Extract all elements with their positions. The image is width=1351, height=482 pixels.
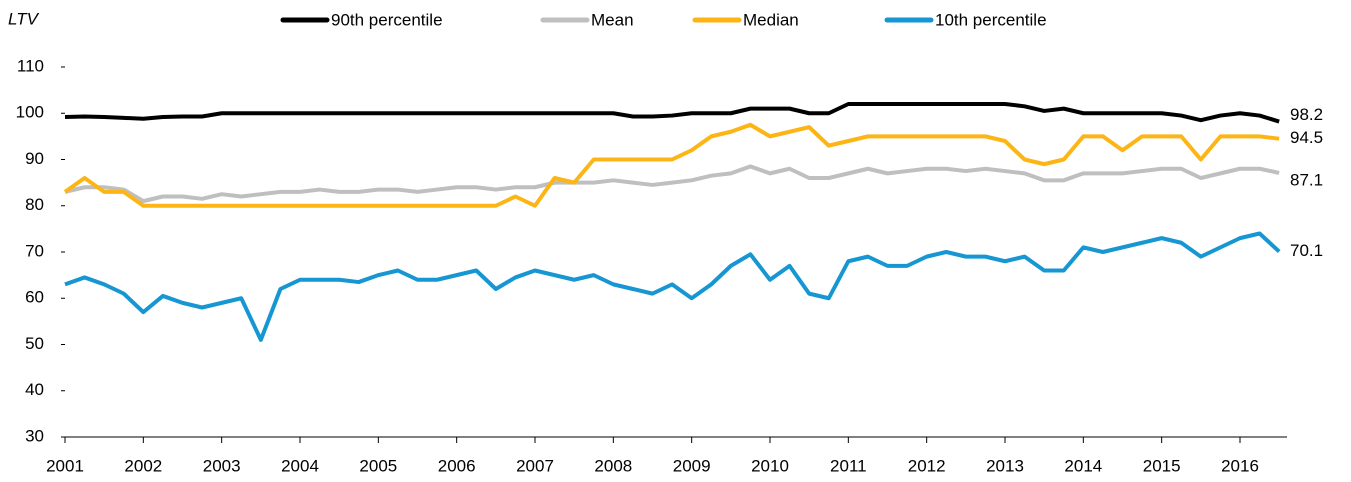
x-tick-label: 2006 [438,456,476,475]
legend-label: 10th percentile [935,10,1047,29]
x-tick-label: 2015 [1143,456,1181,475]
y-tick-label: 50 [25,334,44,353]
y-tick-label: 90 [25,149,44,168]
y-tick-label: 80 [25,195,44,214]
x-tick-label: 2013 [986,456,1024,475]
x-tick-label: 2012 [908,456,946,475]
end-label: 94.5 [1290,128,1323,147]
series-line [63,122,1280,208]
end-label: 87.1 [1290,170,1323,189]
series-line [64,102,1280,124]
y-tick-label: 100 [16,103,44,122]
legend-label: 90th percentile [331,10,443,29]
legend-label: Mean [591,10,634,29]
y-tick-label: 110 [17,56,44,75]
legend-label: Median [743,10,799,29]
x-tick-label: 2007 [516,456,554,475]
y-tick-label: 30 [25,426,44,445]
x-tick-label: 2001 [46,456,84,475]
end-label: 70.1 [1290,241,1323,260]
x-tick-label: 2003 [203,456,241,475]
x-tick-label: 2014 [1064,456,1102,475]
series-line [64,231,1281,342]
y-tick-label: 60 [25,288,44,307]
y-axis-label: LTV [8,9,40,28]
x-tick-label: 2005 [359,456,397,475]
x-tick-label: 2004 [281,456,319,475]
x-tick-label: 2011 [830,456,867,475]
x-tick-label: 2010 [751,456,789,475]
x-tick-label: 2008 [594,456,632,475]
y-tick-label: 40 [25,380,44,399]
end-label: 98.2 [1290,105,1323,124]
series-line [64,164,1280,204]
x-tick-label: 2009 [673,456,711,475]
y-tick-label: 70 [25,241,44,260]
x-tick-label: 2016 [1221,456,1259,475]
x-tick-label: 2002 [124,456,162,475]
